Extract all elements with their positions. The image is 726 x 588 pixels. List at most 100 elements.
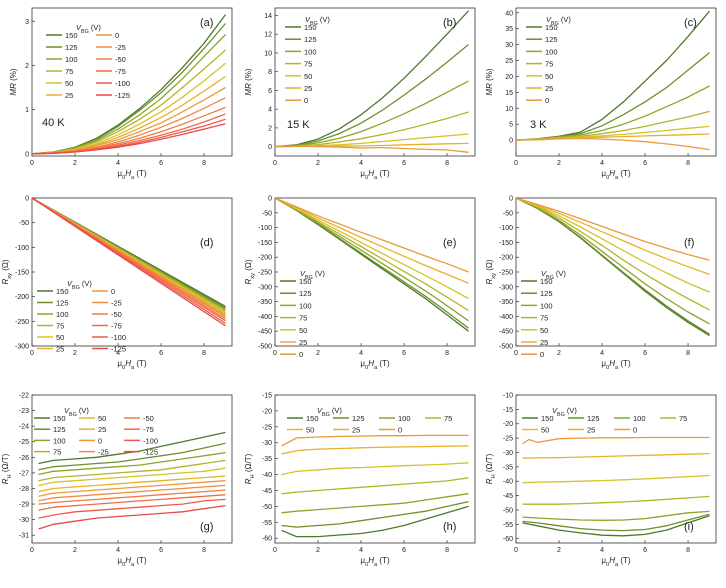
panel-i: 0 2 4 6 8 -10 -15 -20 -25 -30 -35 -40 -45 -50 -55 -60 μ0…	[485, 393, 717, 568]
y-tick-label: -20	[262, 408, 272, 415]
y-tick-label: -400	[258, 314, 272, 321]
y-tick-label: -55	[503, 522, 513, 529]
series-line-0	[281, 434, 469, 447]
legend-label--25: -25	[111, 299, 122, 308]
y-tick-label: -24	[19, 424, 29, 431]
x-tick-label: 4	[359, 160, 363, 167]
series-line-0	[275, 198, 469, 273]
x-tick-label: 0	[514, 160, 518, 167]
legend-label-0: 0	[540, 350, 544, 359]
legend-label-25: 25	[304, 84, 312, 93]
y-tick-label: -200	[258, 255, 272, 262]
y-tick-label: -26	[19, 455, 29, 462]
series-line-25	[516, 198, 710, 276]
y-tick-label: -60	[262, 536, 272, 543]
series-group	[516, 10, 710, 151]
plot-frame	[515, 394, 717, 544]
legend-label-75: 75	[444, 414, 452, 423]
legend-label-75: 75	[53, 448, 61, 457]
legend-label--125: -125	[143, 448, 158, 457]
series-line-50	[275, 198, 469, 300]
legend-label-50: 50	[541, 426, 549, 435]
x-tick-label: 0	[273, 350, 277, 357]
legend-label-150: 150	[304, 23, 317, 32]
legend-label-50: 50	[306, 426, 314, 435]
legend-label-150: 150	[56, 287, 69, 296]
x-tick-label: 8	[445, 350, 449, 357]
legend-label--75: -75	[115, 67, 126, 76]
legend-label-50: 50	[304, 72, 312, 81]
legend-title: VBG (V)	[541, 269, 566, 281]
legend-label-75: 75	[65, 67, 73, 76]
legend-title: VBG (V)	[546, 15, 571, 27]
x-tick-label: 0	[30, 547, 34, 554]
x-tick-label: 8	[445, 547, 449, 554]
series-line-25	[275, 198, 469, 284]
x-tick-label: 4	[600, 547, 604, 554]
y-tick-label: -10	[503, 393, 513, 400]
y-axis-label: MR (%)	[244, 68, 253, 95]
x-tick-label: 8	[686, 160, 690, 167]
x-tick-label: 2	[557, 160, 561, 167]
legend-label--50: -50	[111, 310, 122, 319]
x-tick-label: 6	[159, 160, 163, 167]
legend-label-125: 125	[352, 414, 365, 423]
legend-label-75: 75	[299, 314, 307, 323]
legend-label-50: 50	[545, 72, 553, 81]
series-line-75	[275, 198, 469, 312]
legend-label-75: 75	[679, 414, 687, 423]
y-tick-label: 25	[505, 58, 513, 65]
x-tick-label: 6	[159, 547, 163, 554]
plot-frame	[274, 7, 476, 157]
series-line--125	[32, 123, 226, 155]
x-axis-label: μ0Ha (T)	[117, 359, 147, 371]
legend-label--50: -50	[143, 414, 154, 423]
legend-label--100: -100	[111, 333, 126, 342]
y-tick-label: -29	[19, 502, 29, 509]
x-tick-label: 6	[159, 350, 163, 357]
panel-label: (d)	[200, 237, 213, 249]
legend-label-125: 125	[65, 43, 78, 52]
y-tick-label: -250	[15, 319, 29, 326]
series-line-125	[516, 198, 710, 335]
legend-label-125: 125	[56, 299, 69, 308]
legend-label-0: 0	[115, 31, 119, 40]
y-tick-label: 0	[268, 144, 272, 151]
x-axis-label: μ0Ha (T)	[601, 359, 631, 371]
x-tick-label: 0	[514, 350, 518, 357]
series-line-0	[522, 436, 710, 445]
y-tick-label: -450	[258, 329, 272, 336]
plot-frame	[31, 7, 233, 157]
legend-label-125: 125	[545, 35, 558, 44]
legend-label--25: -25	[98, 448, 109, 457]
series-line-100	[275, 198, 469, 322]
x-tick-label: 2	[557, 547, 561, 554]
y-tick-label: -400	[499, 314, 513, 321]
legend-label--75: -75	[111, 322, 122, 331]
x-tick-label: 4	[116, 350, 120, 357]
panel-label: (b)	[443, 17, 456, 29]
series-line-50	[38, 467, 226, 487]
legend-label--125: -125	[115, 91, 130, 100]
x-tick-label: 0	[273, 160, 277, 167]
y-tick-label: 0	[25, 151, 29, 158]
y-tick-label: 30	[505, 42, 513, 49]
panel-c: 0 2 4 6 8 0 5 10 15 20 25 30 35 40 μ0Ha (T) MR (%) (c) 3 …	[485, 7, 717, 181]
y-tick-label: 0	[25, 196, 29, 203]
legend-label-100: 100	[53, 436, 66, 445]
legend-label-125: 125	[540, 289, 553, 298]
plot-frame	[274, 394, 476, 544]
y-tick-label: -300	[15, 344, 29, 351]
legend-label-100: 100	[56, 310, 69, 319]
legend-label-50: 50	[56, 333, 64, 342]
series-line-25	[522, 452, 710, 459]
x-tick-label: 2	[557, 350, 561, 357]
y-tick-label: 10	[505, 106, 513, 113]
series-line-125	[32, 23, 226, 155]
legend-label-0: 0	[111, 287, 115, 296]
y-tick-label: -50	[503, 210, 513, 217]
x-axis-label: μ0Ha (T)	[360, 169, 390, 181]
legend-label-75: 75	[56, 322, 64, 331]
y-tick-label: -22	[19, 393, 29, 400]
